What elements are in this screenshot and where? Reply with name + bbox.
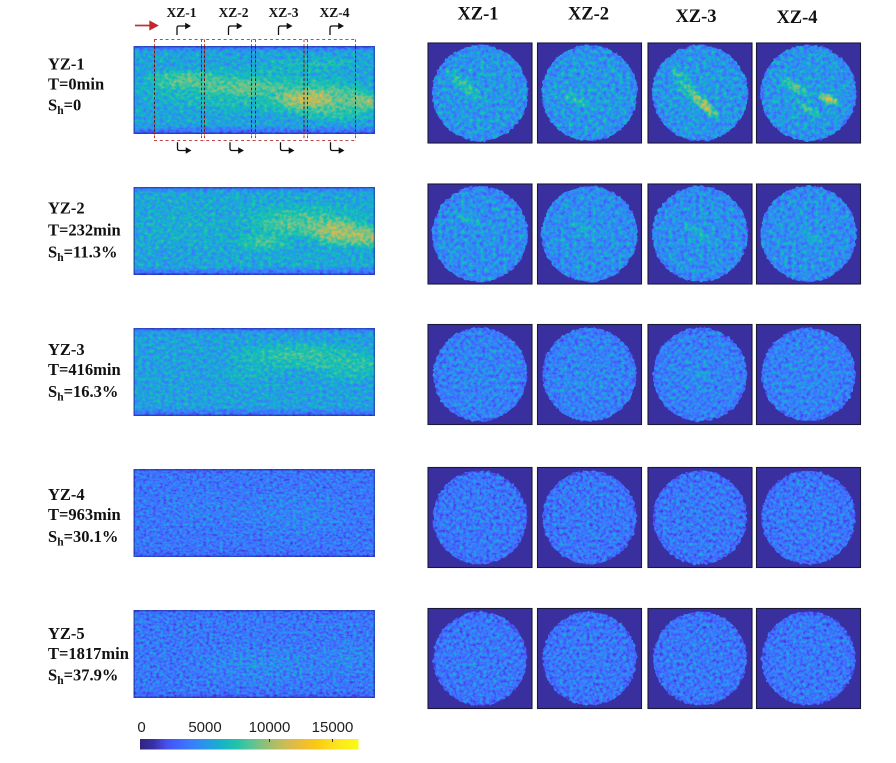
svg-text:T=963min: T=963min — [48, 505, 121, 524]
svg-text:YZ-5: YZ-5 — [48, 624, 85, 643]
svg-text:0: 0 — [137, 719, 145, 736]
svg-text:15000: 15000 — [312, 719, 354, 736]
svg-text:YZ-1: YZ-1 — [48, 55, 85, 74]
svg-text:YZ-4: YZ-4 — [48, 485, 85, 504]
svg-text:XZ-4: XZ-4 — [776, 8, 817, 28]
svg-text:Sh=11.3%: Sh=11.3% — [48, 243, 117, 265]
svg-text:Sh=16.3%: Sh=16.3% — [48, 382, 118, 404]
svg-text:XZ-1: XZ-1 — [457, 5, 498, 25]
svg-text:10000: 10000 — [249, 719, 291, 736]
svg-text:5000: 5000 — [188, 719, 221, 736]
svg-text:T=1817min: T=1817min — [48, 644, 129, 663]
svg-text:YZ-3: YZ-3 — [48, 340, 85, 359]
svg-text:T=232min: T=232min — [48, 221, 121, 240]
svg-text:XZ-3: XZ-3 — [675, 7, 716, 27]
svg-text:T=0min: T=0min — [48, 75, 104, 94]
svg-text:Sh=0: Sh=0 — [48, 95, 81, 117]
svg-text:XZ-1: XZ-1 — [167, 5, 197, 20]
svg-text:Sh=37.9%: Sh=37.9% — [48, 665, 118, 687]
svg-text:XZ-3: XZ-3 — [269, 5, 299, 20]
svg-text:XZ-4: XZ-4 — [320, 5, 350, 20]
svg-text:Sh=30.1%: Sh=30.1% — [48, 527, 118, 549]
svg-text:YZ-2: YZ-2 — [48, 198, 85, 217]
svg-text:T=416min: T=416min — [48, 360, 121, 379]
svg-text:XZ-2: XZ-2 — [219, 5, 249, 20]
svg-text:XZ-2: XZ-2 — [568, 5, 609, 25]
